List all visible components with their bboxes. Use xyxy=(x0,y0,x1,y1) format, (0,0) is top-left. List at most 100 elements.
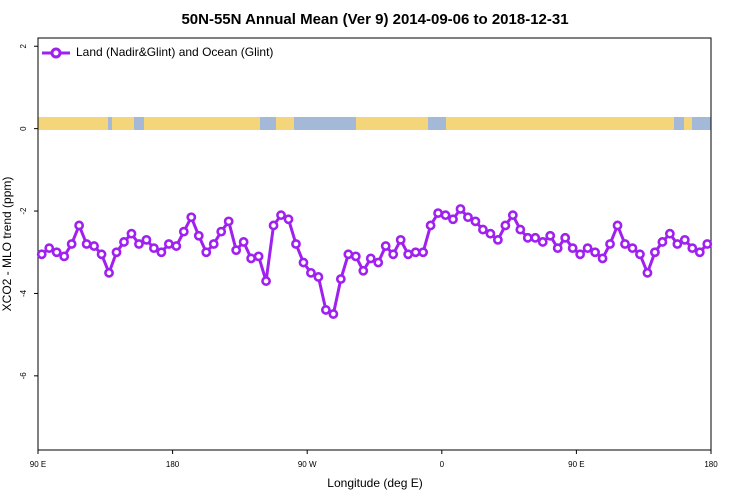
point xyxy=(59,251,70,262)
point xyxy=(253,251,264,262)
point xyxy=(597,253,608,264)
point xyxy=(642,267,653,278)
x-tick-label: 90 E xyxy=(568,460,584,469)
point xyxy=(328,309,339,319)
point xyxy=(291,239,301,249)
point xyxy=(500,220,511,231)
point xyxy=(178,226,189,237)
point xyxy=(171,241,182,251)
land-ocean-strip xyxy=(38,117,711,130)
point xyxy=(485,228,496,239)
point xyxy=(216,226,227,237)
point xyxy=(186,212,197,223)
point xyxy=(395,234,406,245)
point xyxy=(104,267,114,278)
point xyxy=(373,257,384,268)
point xyxy=(664,228,675,239)
point xyxy=(238,237,249,247)
point xyxy=(403,249,414,260)
point xyxy=(365,253,376,264)
point xyxy=(582,243,593,254)
point xyxy=(44,243,55,254)
point xyxy=(590,247,600,258)
point xyxy=(672,239,683,249)
point xyxy=(335,274,346,284)
legend-label: Land (Nadir&Glint) and Ocean (Glint) xyxy=(76,45,273,59)
point xyxy=(268,220,279,231)
x-tick-label: 90 W xyxy=(298,460,317,469)
point xyxy=(306,267,316,278)
chart-title: 50N-55N Annual Mean (Ver 9) 2014-09-06 t… xyxy=(181,11,568,28)
y-tick-label: -6 xyxy=(19,372,28,380)
y-tick-label: -4 xyxy=(19,289,28,297)
y-tick-label: -2 xyxy=(19,207,28,215)
point xyxy=(478,224,488,235)
x-axis-label: Longitude (deg E) xyxy=(327,476,422,490)
point xyxy=(694,247,705,258)
point xyxy=(36,249,47,260)
point xyxy=(679,234,690,245)
point xyxy=(276,210,286,221)
point xyxy=(492,234,503,245)
x-tick-label: 180 xyxy=(704,460,718,469)
x-tick-label: 90 E xyxy=(30,460,46,469)
point xyxy=(66,239,77,249)
point xyxy=(545,230,556,241)
x-tick-label: 0 xyxy=(440,460,445,469)
point xyxy=(74,220,85,231)
point xyxy=(223,216,234,227)
point xyxy=(567,243,578,254)
point xyxy=(440,210,451,221)
point xyxy=(537,237,548,247)
point xyxy=(418,247,429,258)
point xyxy=(627,243,638,254)
legend-marker xyxy=(50,47,62,59)
point xyxy=(141,234,152,245)
point xyxy=(343,249,354,260)
point xyxy=(81,239,92,249)
point xyxy=(96,249,107,260)
point xyxy=(283,214,294,225)
point xyxy=(507,210,518,221)
point xyxy=(702,239,713,249)
point xyxy=(313,272,324,282)
point xyxy=(193,230,204,241)
point xyxy=(149,243,159,254)
point xyxy=(635,249,645,260)
point xyxy=(687,243,698,254)
point xyxy=(246,253,257,264)
point xyxy=(320,305,331,315)
point xyxy=(605,239,615,249)
point xyxy=(298,257,309,268)
y-tick-label: 0 xyxy=(19,126,28,131)
point xyxy=(261,276,271,286)
point xyxy=(156,247,167,258)
point xyxy=(455,204,466,214)
point xyxy=(380,241,391,251)
point xyxy=(470,216,481,227)
point xyxy=(530,232,541,243)
point xyxy=(575,249,586,260)
y-axis-label: XCO2 - MLO trend (ppm) xyxy=(0,177,14,312)
point xyxy=(410,247,421,258)
point xyxy=(620,239,630,249)
point xyxy=(119,237,129,247)
point xyxy=(463,212,473,223)
point xyxy=(560,232,571,243)
point xyxy=(51,247,62,258)
point xyxy=(425,220,436,231)
x-tick-label: 180 xyxy=(166,460,180,469)
point xyxy=(448,214,458,225)
point xyxy=(111,247,122,258)
y-tick-label: 2 xyxy=(19,43,28,48)
point xyxy=(650,247,660,258)
point xyxy=(126,228,137,239)
point xyxy=(350,251,361,262)
point xyxy=(134,239,144,249)
point xyxy=(388,249,399,260)
point xyxy=(231,245,242,256)
point xyxy=(657,237,668,247)
point xyxy=(201,247,212,258)
point xyxy=(515,224,526,235)
